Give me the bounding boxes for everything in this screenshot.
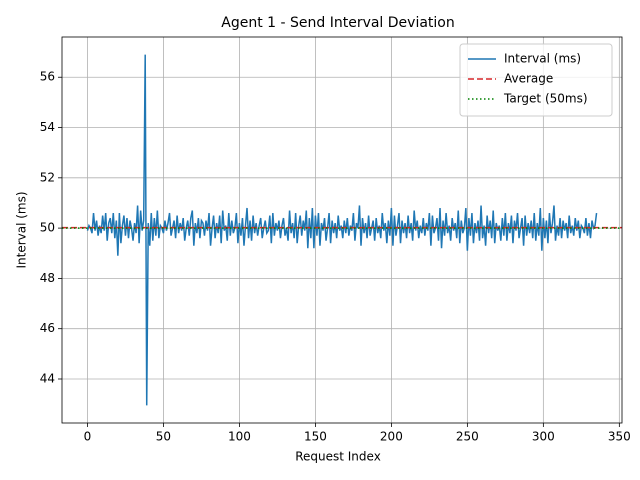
x-tick-label: 150 bbox=[304, 430, 327, 444]
y-tick-label: 54 bbox=[40, 120, 55, 134]
y-tick-label: 52 bbox=[40, 170, 55, 184]
x-tick-label: 50 bbox=[156, 430, 171, 444]
y-tick-label: 46 bbox=[40, 321, 55, 335]
x-tick-label: 200 bbox=[380, 430, 403, 444]
x-tick-label: 250 bbox=[456, 430, 479, 444]
y-tick-label: 50 bbox=[40, 221, 55, 235]
x-axis-label: Request Index bbox=[295, 450, 381, 464]
legend-label: Average bbox=[504, 72, 553, 86]
y-tick-label: 44 bbox=[40, 371, 55, 385]
chart-title: Agent 1 - Send Interval Deviation bbox=[221, 15, 455, 31]
y-tick-label: 48 bbox=[40, 271, 55, 285]
legend: Interval (ms) Average Target (50ms) bbox=[459, 43, 613, 117]
data-line bbox=[86, 54, 598, 406]
y-axis-label: Interval (ms) bbox=[15, 191, 29, 268]
y-tick-label: 56 bbox=[40, 70, 55, 84]
x-tick-label: 100 bbox=[228, 430, 251, 444]
legend-label: Interval (ms) bbox=[504, 52, 581, 66]
legend-label: Target (50ms) bbox=[503, 92, 588, 106]
x-tick-label: 300 bbox=[532, 430, 555, 444]
x-tick-label: 350 bbox=[608, 430, 631, 444]
plot-frame bbox=[61, 36, 623, 424]
x-tick-label: 0 bbox=[84, 430, 92, 444]
legend-box bbox=[459, 43, 613, 117]
